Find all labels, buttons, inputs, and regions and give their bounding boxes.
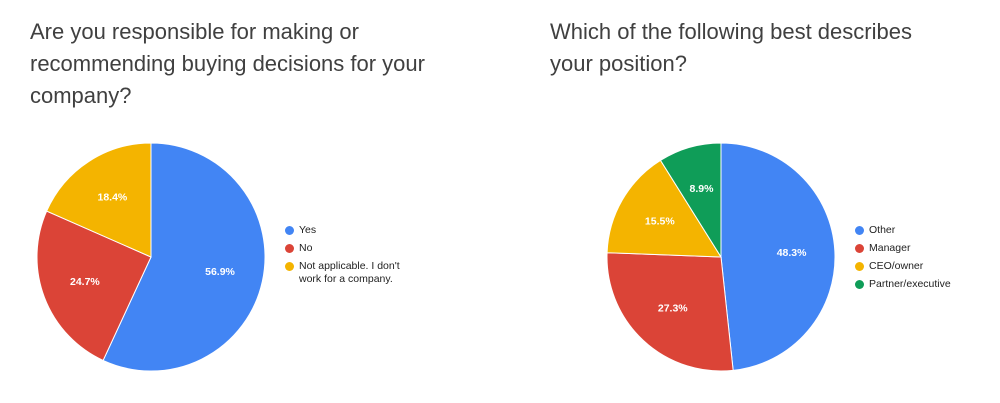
value-label: 27.3%	[658, 302, 688, 314]
chart: 56.9% 24.7% 18.4% Are you responsible for m…	[0, 0, 480, 403]
value-label: 24.7%	[70, 276, 100, 288]
legend-item: Not applicable. I don't work for a compa…	[285, 260, 410, 286]
legend-label: Partner/executive	[869, 278, 951, 290]
pie-slice	[46, 142, 152, 258]
legend-label: Manager	[869, 242, 911, 254]
pie-area: 56.9% 24.7% 18.4%	[36, 142, 266, 372]
legend-item: No	[285, 242, 410, 255]
legend: Yes No Not applicable. I don't work for a …	[285, 224, 410, 291]
pie-slice	[102, 142, 266, 372]
legend-swatch	[855, 226, 864, 235]
value-label: 18.4%	[97, 192, 127, 204]
chart: 48.3% 27.3% 15.5% 8.9% Which of the followin…	[520, 0, 1000, 403]
pie-slice	[36, 210, 152, 362]
legend-swatch	[285, 244, 294, 253]
legend-item: Other	[855, 224, 980, 237]
legend-swatch	[855, 280, 864, 289]
value-label: 48.3%	[777, 247, 807, 259]
legend-swatch	[285, 226, 294, 235]
legend-label: No	[299, 242, 313, 254]
legend-item: Yes	[285, 224, 410, 237]
legend-label: Yes	[299, 224, 317, 236]
pie-slice	[720, 142, 836, 371]
legend-item: Manager	[855, 242, 980, 255]
chart-title: Are you responsible for making or recomm…	[30, 19, 425, 108]
legend-swatch	[855, 244, 864, 253]
legend-label: Other	[869, 224, 896, 236]
legend: Other Manager CEO/owner Partner/executive	[855, 224, 980, 296]
pie-slice	[659, 142, 722, 259]
value-label: 8.9%	[690, 183, 715, 195]
pie-area: 48.3% 27.3% 15.5% 8.9%	[606, 142, 836, 372]
value-label: 56.9%	[205, 266, 235, 278]
legend-label: CEO/owner	[869, 260, 924, 272]
chart-title: Which of the following best describes yo…	[550, 19, 912, 76]
legend-label: Not applicable. I don't work for a compa…	[299, 260, 400, 285]
legend-swatch	[285, 262, 294, 271]
pie-slice	[606, 252, 734, 372]
legend-item: Partner/executive	[855, 278, 980, 291]
value-label: 15.5%	[645, 215, 675, 227]
pie-slice	[606, 159, 722, 258]
legend-item: CEO/owner	[855, 260, 980, 273]
legend-swatch	[855, 262, 864, 271]
